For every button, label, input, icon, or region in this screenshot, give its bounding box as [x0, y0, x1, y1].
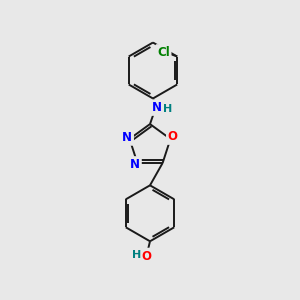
Text: Cl: Cl: [157, 46, 170, 59]
Text: O: O: [142, 250, 152, 262]
Text: H: H: [132, 250, 142, 260]
Text: N: N: [130, 158, 140, 171]
Text: H: H: [163, 104, 172, 114]
Text: N: N: [152, 101, 162, 114]
Text: N: N: [122, 131, 132, 144]
Text: O: O: [168, 130, 178, 143]
